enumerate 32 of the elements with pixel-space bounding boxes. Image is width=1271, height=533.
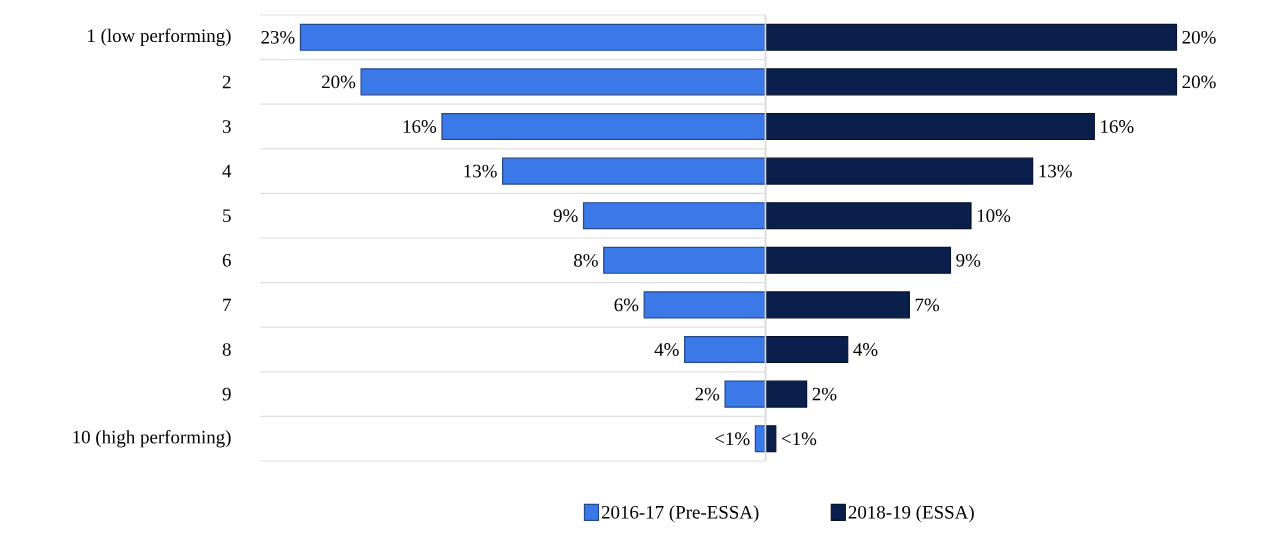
y-tick-label: 1 (low performing): [88, 28, 231, 46]
data-label: 4%: [654, 343, 679, 356]
y-tick-label: 9: [222, 387, 231, 401]
data-label: 8%: [574, 253, 598, 267]
y-tick-label: 7: [223, 298, 231, 312]
data-label: 9%: [956, 253, 981, 267]
data-label: 23%: [261, 30, 295, 44]
data-label: 10%: [977, 209, 1011, 223]
y-tick-label: 5: [223, 209, 231, 222]
legend-label: 2018-19 (ESSA): [848, 505, 974, 523]
data-label: 20%: [1182, 30, 1216, 44]
data-label: 2%: [695, 387, 720, 401]
y-tick-label: 8: [222, 343, 231, 356]
data-label: 4%: [853, 343, 878, 356]
data-label: 2%: [812, 387, 837, 401]
data-label: 13%: [464, 164, 497, 178]
data-label: 9%: [553, 209, 578, 223]
y-tick-label: 4: [222, 164, 232, 178]
data-label: 6%: [614, 298, 639, 312]
data-label: 13%: [1039, 164, 1072, 178]
y-tick-label: 6: [222, 253, 231, 267]
data-label: 16%: [403, 120, 437, 133]
y-tick-label: 2: [222, 75, 231, 89]
data-label: 16%: [1101, 120, 1134, 133]
data-label: 20%: [1182, 75, 1216, 89]
y-tick-label: 3: [222, 120, 231, 133]
legend-label: 2016-17 (Pre-ESSA): [601, 505, 759, 523]
data-label: <1%: [715, 432, 750, 446]
data-label: 7%: [915, 298, 940, 312]
y-tick-label: 10 (high performing): [73, 430, 231, 448]
data-label: <1%: [781, 432, 817, 446]
data-label: 20%: [322, 75, 356, 89]
